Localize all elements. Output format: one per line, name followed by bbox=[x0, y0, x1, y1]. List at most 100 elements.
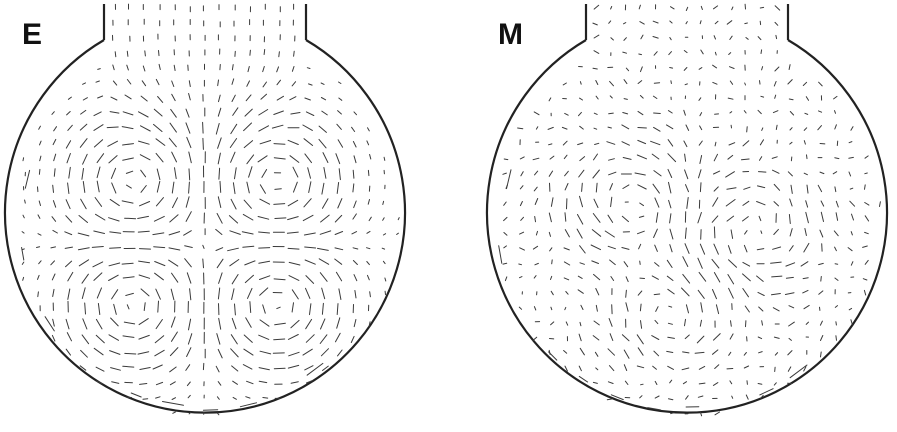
vector-m bbox=[730, 229, 734, 239]
vector-m bbox=[775, 124, 778, 130]
vector-m bbox=[653, 51, 658, 56]
vector-e bbox=[93, 230, 105, 234]
vector-m bbox=[519, 276, 523, 279]
vector-m bbox=[610, 196, 613, 208]
vector-m bbox=[862, 278, 868, 281]
vector-e bbox=[257, 216, 270, 220]
vector-e bbox=[168, 137, 177, 148]
vector-m bbox=[788, 98, 794, 101]
vector-e bbox=[337, 349, 343, 357]
vector-e bbox=[302, 124, 313, 131]
vector-m bbox=[698, 382, 706, 385]
vector-m bbox=[577, 289, 584, 294]
vector-m bbox=[637, 184, 647, 190]
vector-m bbox=[773, 183, 781, 191]
vector-m bbox=[593, 198, 599, 208]
vector-m bbox=[849, 200, 856, 207]
vector-e bbox=[125, 292, 134, 296]
vector-e bbox=[37, 214, 41, 219]
vector-e bbox=[94, 197, 103, 207]
vector-m bbox=[548, 97, 552, 102]
vector-e bbox=[109, 231, 122, 234]
vector-e bbox=[125, 170, 134, 174]
vector-m bbox=[564, 112, 569, 116]
vector-m bbox=[578, 169, 585, 178]
vector-e bbox=[352, 169, 355, 179]
vector-e bbox=[353, 274, 358, 282]
vector-m bbox=[757, 36, 762, 41]
vector-e bbox=[234, 167, 237, 180]
vector-m bbox=[835, 335, 837, 341]
vector-m bbox=[550, 275, 553, 280]
vector-m bbox=[835, 212, 839, 221]
vector-m bbox=[564, 183, 569, 191]
vector-m bbox=[699, 112, 703, 117]
vector-e bbox=[216, 396, 220, 400]
vector-m bbox=[517, 127, 524, 130]
vector-e bbox=[65, 260, 73, 268]
vector-m bbox=[818, 290, 824, 295]
vector-m bbox=[819, 320, 823, 326]
vector-m bbox=[773, 382, 777, 386]
vector-m bbox=[653, 126, 661, 132]
vector-m bbox=[535, 126, 539, 130]
vector-m bbox=[834, 277, 839, 281]
vector-e bbox=[186, 136, 192, 149]
vector-m bbox=[592, 67, 598, 70]
vector-e bbox=[108, 217, 120, 222]
vector-m bbox=[634, 172, 646, 176]
vector-m bbox=[849, 187, 854, 190]
vector-m bbox=[713, 333, 721, 341]
vector-m bbox=[667, 322, 673, 325]
vector-m bbox=[519, 231, 525, 235]
vector-m bbox=[730, 320, 732, 327]
vector-m bbox=[561, 126, 568, 130]
vector-e bbox=[218, 272, 223, 284]
vector-e bbox=[231, 365, 239, 372]
vector-e bbox=[273, 157, 286, 160]
vector-e bbox=[290, 112, 301, 115]
vector-m bbox=[728, 259, 737, 268]
vector-e bbox=[174, 167, 177, 180]
vector-m bbox=[640, 383, 644, 386]
vector-m bbox=[771, 293, 781, 296]
vector-m bbox=[576, 228, 583, 239]
vector-m bbox=[851, 213, 854, 221]
vector-e bbox=[259, 275, 271, 280]
vector-m bbox=[653, 228, 658, 238]
vector-m bbox=[694, 351, 705, 354]
vector-m bbox=[682, 351, 690, 354]
vector-m bbox=[654, 319, 659, 325]
vector-m bbox=[759, 80, 761, 85]
vector-e bbox=[287, 139, 299, 145]
vector-e bbox=[39, 155, 42, 162]
vector-e bbox=[93, 347, 104, 356]
vector-m bbox=[684, 227, 687, 239]
vector-e bbox=[52, 138, 57, 146]
vector-e bbox=[53, 153, 57, 162]
vector-e bbox=[291, 66, 295, 72]
vector-e bbox=[171, 151, 177, 163]
panel-m: M bbox=[485, 3, 889, 417]
vector-e bbox=[247, 287, 253, 299]
vector-e bbox=[229, 259, 240, 267]
vector-m bbox=[848, 156, 854, 159]
vector-m bbox=[579, 81, 582, 85]
vector-e bbox=[52, 229, 58, 234]
vector-e bbox=[169, 214, 179, 223]
vector-e bbox=[172, 411, 176, 414]
vector-m bbox=[834, 157, 840, 160]
vector-m bbox=[834, 186, 837, 193]
vector-e bbox=[77, 232, 90, 237]
vector-m bbox=[802, 277, 809, 280]
vector-m bbox=[548, 212, 552, 223]
vector-e bbox=[304, 365, 314, 371]
vector-m bbox=[879, 201, 881, 207]
vector-e bbox=[171, 181, 175, 194]
vector-e bbox=[188, 93, 191, 101]
vector-e bbox=[82, 97, 88, 101]
vector-e bbox=[111, 289, 119, 300]
vector-m bbox=[564, 170, 569, 177]
vector-m bbox=[820, 200, 825, 207]
vector-e bbox=[153, 123, 163, 132]
